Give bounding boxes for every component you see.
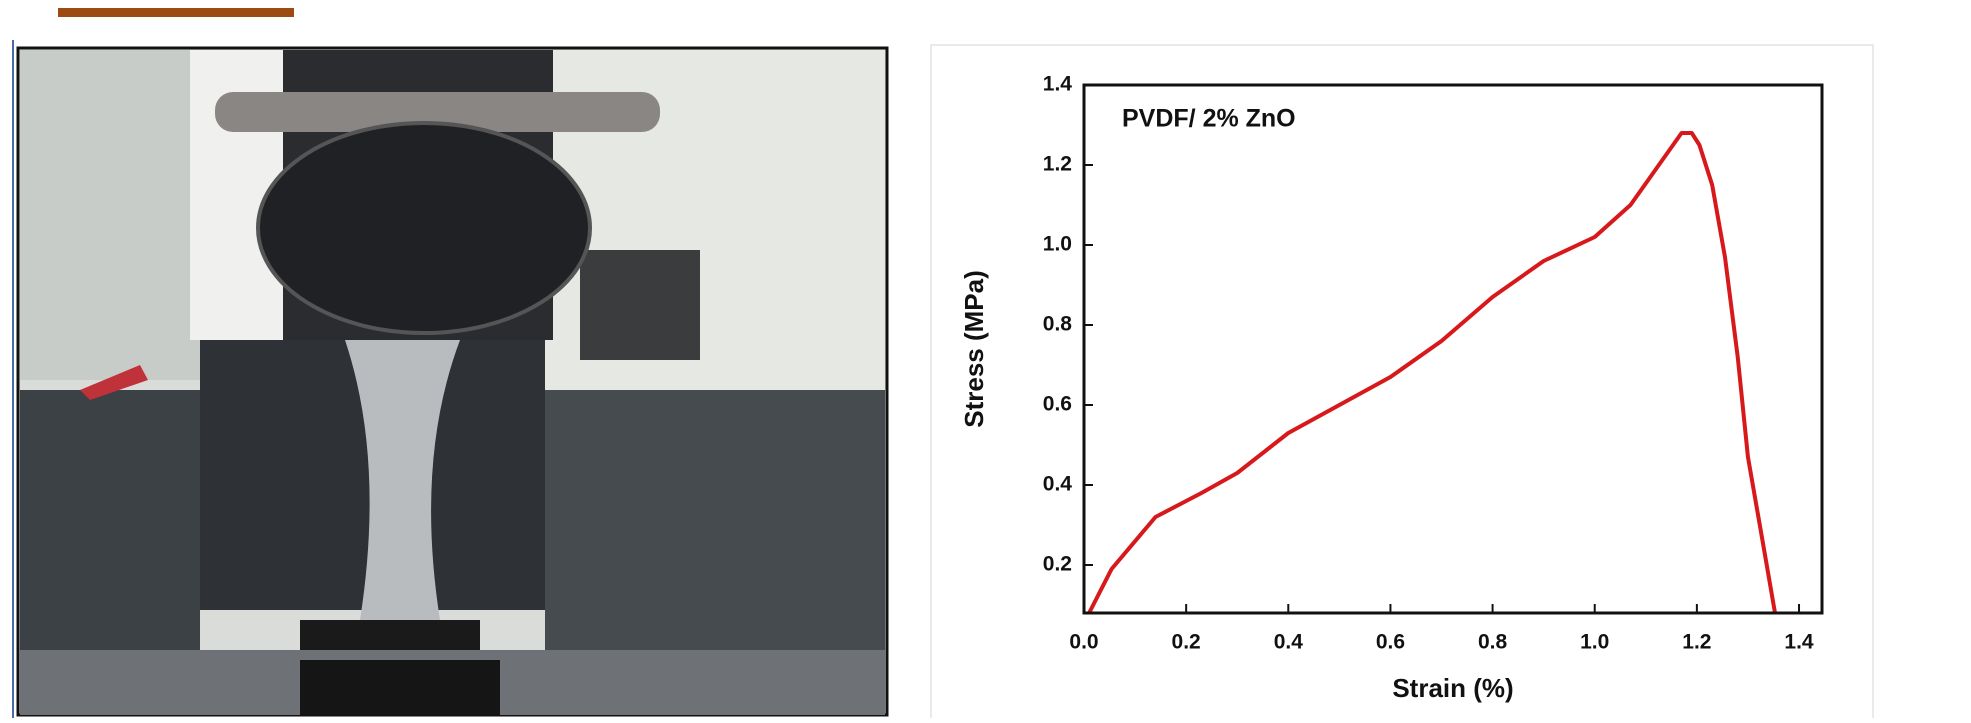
y-tick-label: 0.4 xyxy=(1043,473,1073,496)
x-tick-label: 1.0 xyxy=(1580,631,1609,654)
photo-disc xyxy=(256,121,592,335)
photo xyxy=(16,46,889,717)
accent-bar xyxy=(58,8,294,17)
x-tick-label: 1.4 xyxy=(1784,631,1814,654)
x-tick-label: 1.2 xyxy=(1682,631,1711,654)
y-tick-label: 1.4 xyxy=(1043,73,1073,96)
x-tick-label: 0.2 xyxy=(1172,631,1201,654)
x-tick-label: 0.8 xyxy=(1478,631,1508,654)
photo-monitor xyxy=(580,250,700,360)
x-tick-label: 0.6 xyxy=(1376,631,1405,654)
plot-frame xyxy=(1082,83,1824,615)
y-tick-label: 0.8 xyxy=(1043,313,1073,336)
y-axis-label: Stress (MPa) xyxy=(959,270,989,428)
x-tick-label: 0.0 xyxy=(1069,631,1098,654)
annotation: PVDF/ 2% ZnO xyxy=(1122,105,1296,133)
photo-pin xyxy=(215,92,660,132)
x-tick-label: 0.4 xyxy=(1274,631,1304,654)
photo-red-tag xyxy=(80,365,148,400)
y-tick-label: 1.2 xyxy=(1043,153,1072,176)
photo-specimen xyxy=(345,340,460,620)
photo-wall xyxy=(20,50,200,380)
y-tick-label: 0.2 xyxy=(1043,553,1072,576)
chart-panel xyxy=(930,44,1874,723)
y-tick-label: 1.0 xyxy=(1043,233,1072,256)
x-axis-label: Strain (%) xyxy=(1392,673,1513,703)
line-series xyxy=(1087,131,1777,614)
y-tick-label: 0.6 xyxy=(1043,393,1072,416)
photo-clamp xyxy=(300,660,500,715)
